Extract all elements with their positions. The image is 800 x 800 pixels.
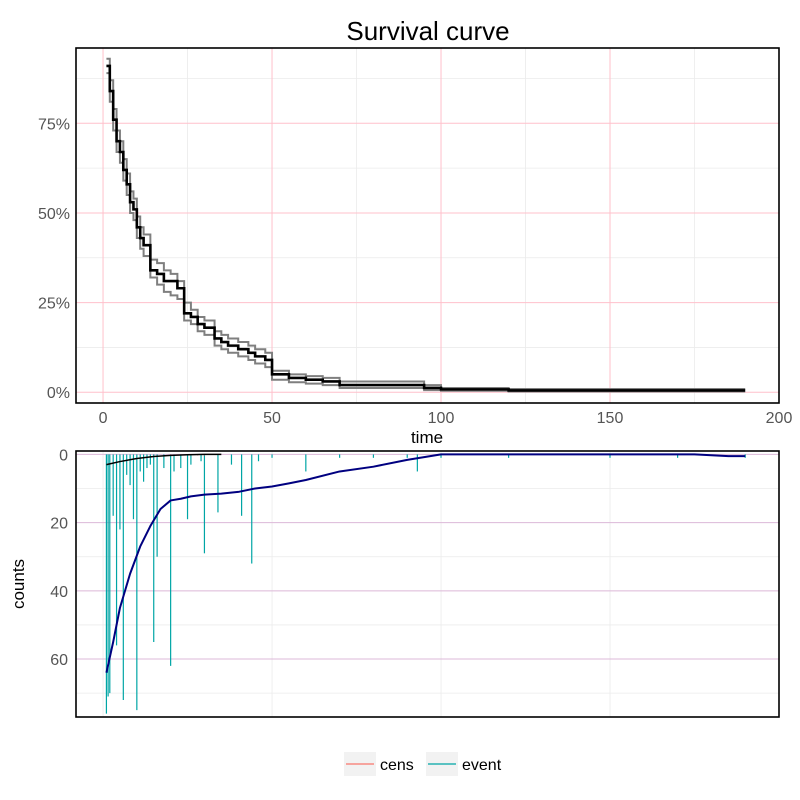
counts-smooth-lines — [105, 453, 746, 673]
survival-x-tick-label: 150 — [597, 410, 624, 427]
counts-panel-border — [75, 450, 780, 718]
survival-lines — [106, 57, 746, 393]
x-axis-title: time — [411, 428, 443, 447]
survival-y-tick-label: 50% — [38, 206, 70, 223]
counts-y-axis-title: counts — [9, 559, 28, 609]
survival-x-tick-label: 100 — [428, 410, 455, 427]
counts-y-tick-label: 60 — [50, 652, 68, 669]
counts-y-tick-label: 40 — [50, 584, 68, 601]
survival-estimate-line — [106, 64, 746, 392]
counts-bars — [105, 454, 746, 714]
survival-x-tick-label: 0 — [99, 410, 108, 427]
survival-y-tick-label: 25% — [38, 296, 70, 313]
cens-smooth-line — [106, 453, 222, 466]
survival-x-tick-label: 50 — [263, 410, 281, 427]
event-smooth-line — [105, 453, 746, 673]
counts-y-tick-label: 20 — [50, 516, 68, 533]
survival-x-ticks: 0 50 100 150 200 — [99, 410, 793, 427]
legend: cens event — [344, 752, 502, 776]
counts-y-tick-label: 0 — [59, 447, 68, 464]
counts-y-ticks: 0 20 40 60 — [50, 447, 68, 669]
survival-y-ticks: 0% 25% 50% 75% — [38, 116, 70, 402]
event-legend-label: event — [462, 757, 502, 774]
survival-x-tick-label: 200 — [766, 410, 793, 427]
chart-title: Survival curve — [346, 16, 509, 46]
survival-y-tick-label: 75% — [38, 116, 70, 133]
survival-panel-border — [75, 47, 780, 404]
cens-legend-label: cens — [380, 757, 414, 774]
survival-y-tick-label: 0% — [47, 385, 70, 402]
